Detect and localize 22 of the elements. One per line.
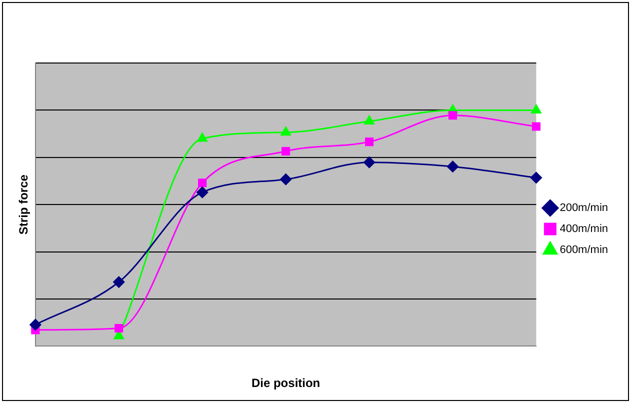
- point: [364, 138, 374, 146]
- point: [282, 146, 290, 156]
- point: [197, 132, 208, 142]
- legend-label: 600m/min: [560, 244, 608, 256]
- point: [364, 116, 374, 125]
- x-axis-title: Die position: [251, 376, 320, 390]
- point: [114, 324, 124, 333]
- point: [113, 276, 125, 288]
- point: [530, 172, 542, 184]
- point: [30, 318, 42, 330]
- point: [531, 104, 542, 114]
- legend-label: 200m/min: [560, 202, 608, 214]
- point: [448, 111, 458, 120]
- point: [198, 178, 207, 188]
- point: [446, 160, 458, 172]
- point: [364, 156, 376, 168]
- point: [532, 122, 540, 131]
- point: [280, 126, 291, 136]
- legend-label: 400m/min: [560, 223, 608, 236]
- y-axis-title: Strip force: [16, 174, 31, 235]
- point: [280, 174, 292, 186]
- point: [196, 186, 208, 198]
